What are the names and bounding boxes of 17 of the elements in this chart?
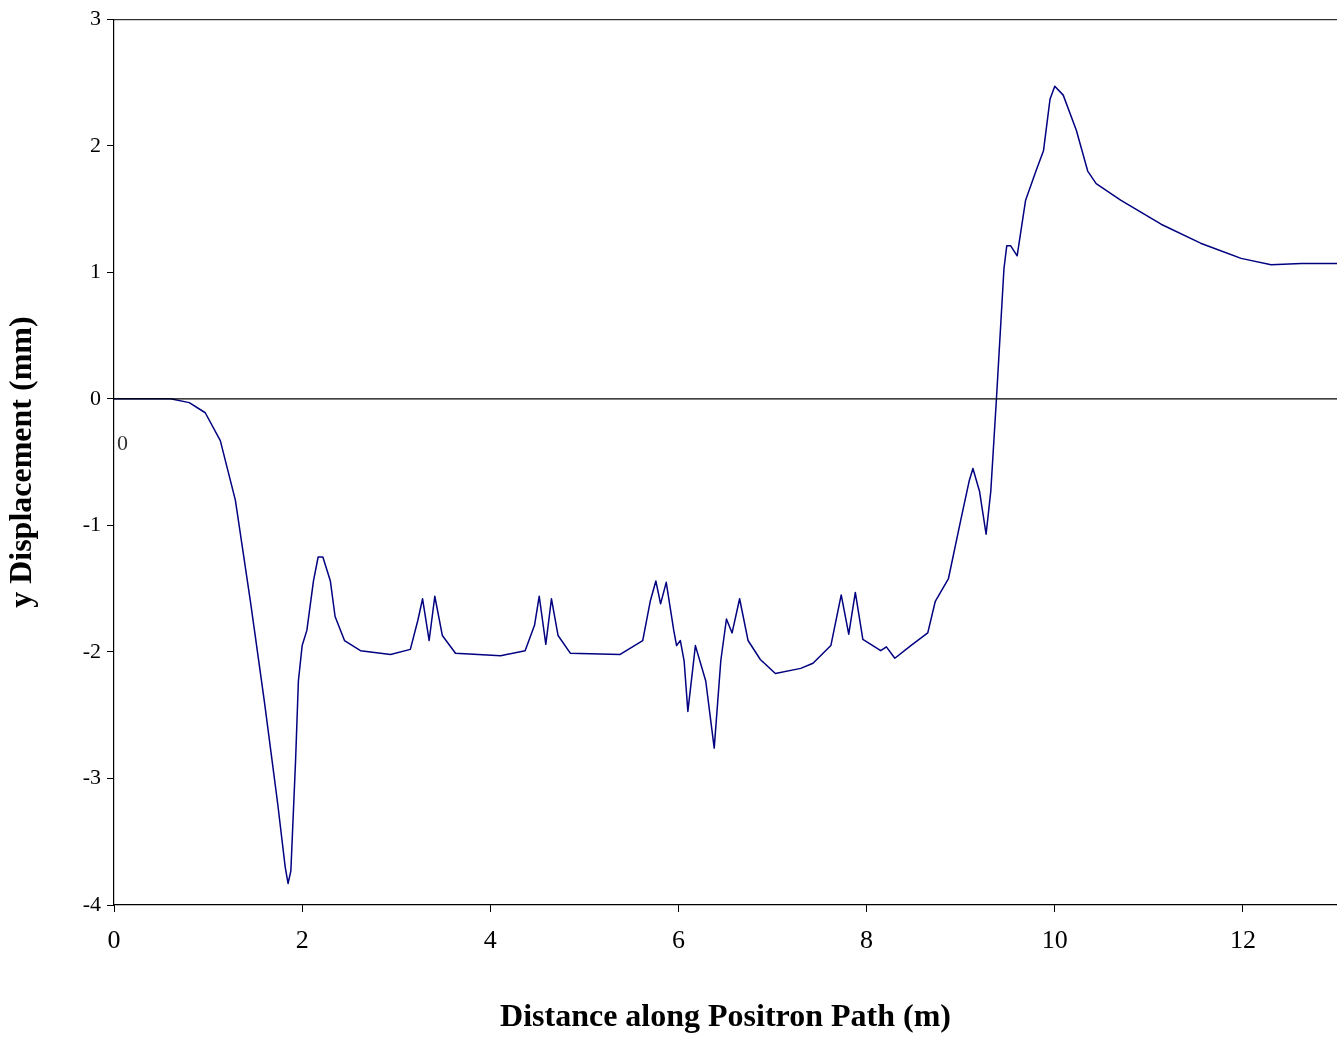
y-tick-label: 1 [90,258,101,284]
x-tick-label: 8 [860,925,874,955]
x-tick-label: 4 [483,925,497,955]
y-tick-label: -2 [82,637,101,663]
y-tick-label: -4 [82,890,101,916]
x-tick-label: 2 [295,925,309,955]
y-tick-label: 0 [90,384,101,410]
x-axis-title: Distance along Positron Path (m) [500,997,951,1034]
y-tick-label: -3 [82,764,101,790]
x-tick-label: 12 [1229,925,1256,955]
y-tick-label: -1 [82,511,101,537]
y-axis-title: y Displacement (mm) [2,316,39,608]
x-tick-label: 6 [671,925,685,955]
x-tick-label: 10 [1041,925,1068,955]
y-tick-label: 2 [90,131,101,157]
y-tick-label: 3 [90,4,101,30]
annotation: 0 [117,430,128,456]
